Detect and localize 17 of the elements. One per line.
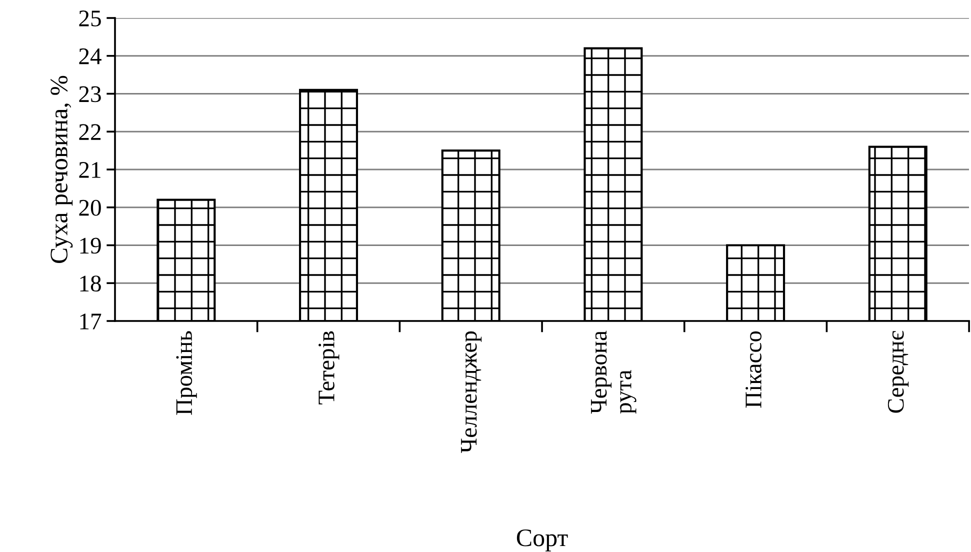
x-axis-title: Сорт: [516, 529, 568, 552]
y-axis-title: Суха речовина, %: [50, 76, 73, 264]
x-tick-label: Пікассо: [746, 331, 762, 408]
y-tick-label: 25: [79, 10, 101, 26]
y-tick-label: 19: [80, 238, 101, 254]
y-tick-label: 23: [79, 86, 101, 102]
y-tick-label: 17: [80, 314, 102, 330]
x-tick-label: Середнє: [888, 330, 909, 413]
y-tick-label: 21: [79, 162, 100, 178]
x-tick-label: Червона рута: [591, 330, 636, 414]
x-tick-label: Промінь: [176, 331, 197, 415]
y-tick-label: 24: [79, 48, 102, 64]
x-tick-label: Тетерів: [318, 331, 340, 404]
x-tick-label: Челленджер: [461, 331, 482, 454]
y-tick-label: 18: [80, 276, 101, 292]
y-tick-label: 22: [79, 124, 101, 140]
y-tick-label: 20: [79, 200, 101, 216]
